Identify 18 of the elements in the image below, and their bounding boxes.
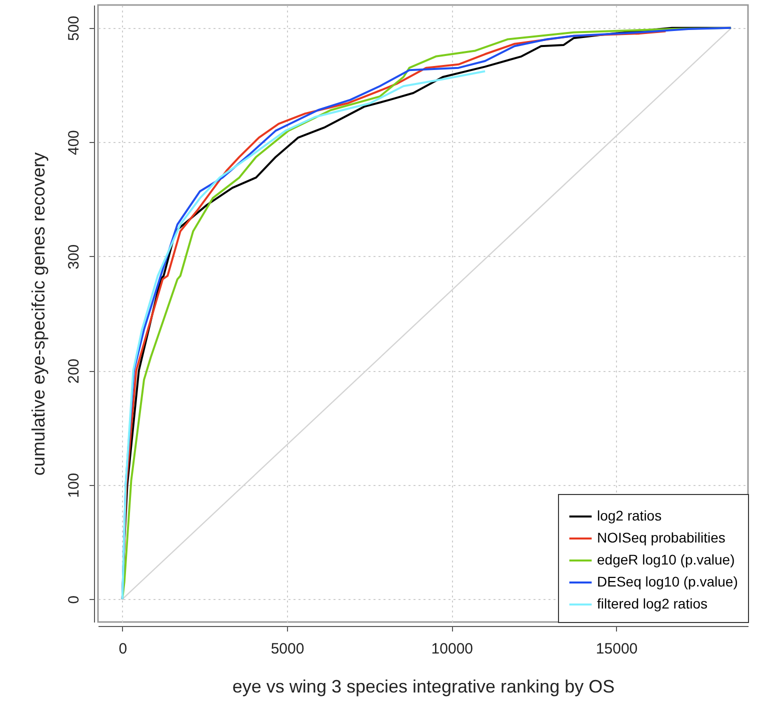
y-tick-label: 0 bbox=[66, 595, 82, 604]
legend-label: NOISeq probabilities bbox=[597, 530, 726, 546]
legend-label: edgeR log10 (p.value) bbox=[597, 552, 735, 568]
y-axis-title: cumulative eye-specifcic genes recovery bbox=[28, 152, 48, 476]
x-axis-title: eye vs wing 3 species integrative ranking by OS bbox=[232, 676, 615, 696]
legend-label: log2 ratios bbox=[597, 508, 662, 524]
x-tick-label: 5000 bbox=[270, 640, 304, 658]
y-tick-label: 500 bbox=[66, 16, 82, 41]
x-tick-label: 0 bbox=[118, 640, 128, 658]
legend-label: DESeq log10 (p.value) bbox=[597, 574, 738, 590]
x-tick-label: 15000 bbox=[596, 640, 638, 658]
y-tick-label: 400 bbox=[66, 130, 82, 156]
y-tick-label: 200 bbox=[66, 358, 82, 384]
line-series bbox=[121, 70, 486, 600]
legend-label: filtered log2 ratios bbox=[597, 596, 708, 612]
x-tick-label: 10000 bbox=[431, 640, 474, 658]
y-tick-label: 100 bbox=[66, 472, 82, 498]
y-tick-label: 300 bbox=[66, 244, 82, 270]
